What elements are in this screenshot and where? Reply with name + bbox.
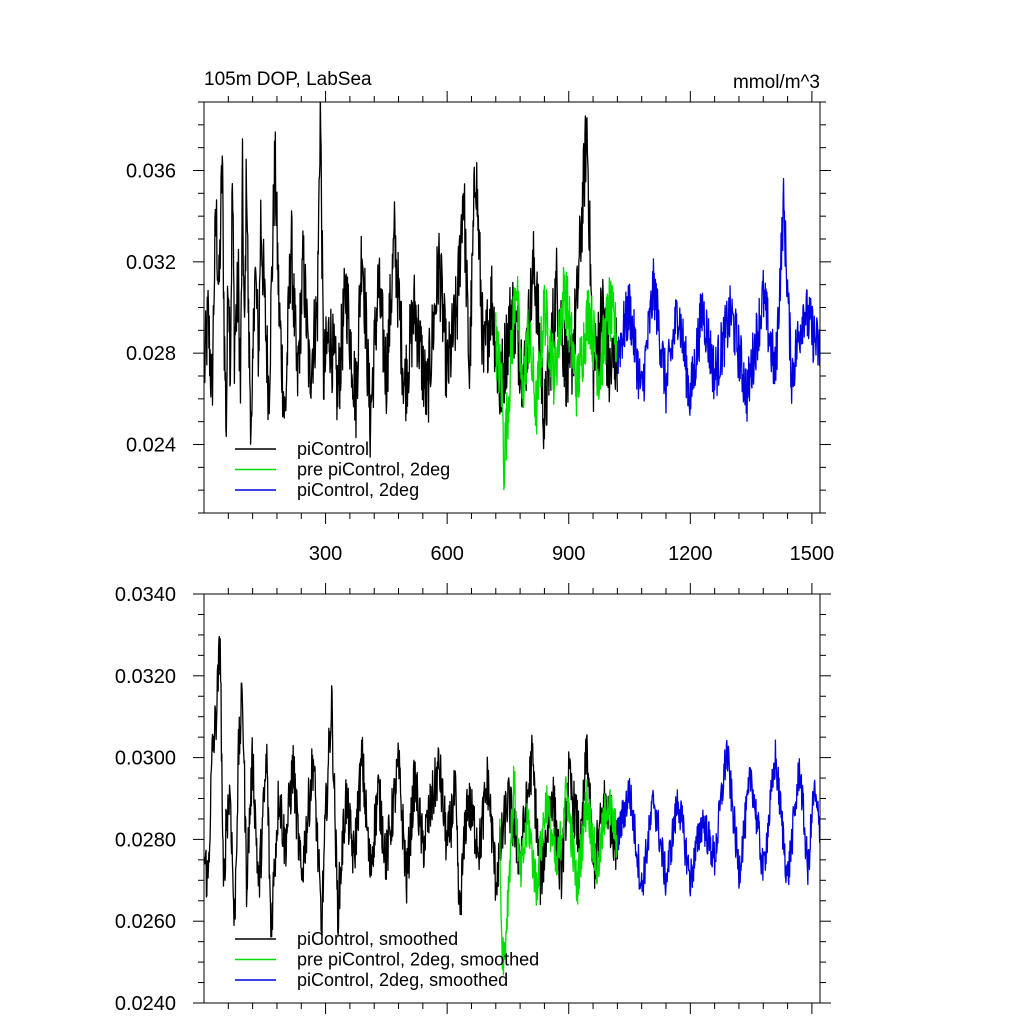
legend-label: pre piControl, 2deg, smoothed	[297, 950, 539, 970]
y-tick-label: 0.032	[126, 252, 176, 274]
legend-label: piControl, 2deg, smoothed	[297, 970, 508, 990]
y-tick-label: 0.024	[126, 435, 176, 457]
y-tick-label: 0.0280	[115, 829, 176, 851]
y-tick-label: 0.0300	[115, 748, 176, 770]
legend-label: piControl, 2deg	[297, 480, 419, 500]
x-tick-label: 1200	[668, 543, 713, 565]
series-group	[204, 102, 820, 491]
legend-label: piControl	[297, 439, 369, 459]
x-tick-label: 1500	[790, 543, 835, 565]
series-group	[204, 635, 820, 976]
x-tick-label: 300	[309, 543, 342, 565]
y-tick-label: 0.0320	[115, 666, 176, 688]
legend-label: pre piControl, 2deg	[297, 460, 450, 480]
series-line-3	[616, 178, 820, 422]
y-tick-label: 0.0260	[115, 911, 176, 933]
units-label: mmol/m^3	[733, 72, 820, 93]
series-line-1	[204, 635, 619, 945]
chart-panel-2: 0.0240 0.0260 0.0280 0.0300 0.0320 0.0340 piCo…	[115, 583, 831, 1015]
x-tick-label: 900	[552, 543, 585, 565]
y-tick-label: 0.036	[126, 161, 176, 183]
y-tick-label: 0.0240	[115, 993, 176, 1015]
series-line-2	[499, 765, 618, 976]
y-tick-label: 0.0340	[115, 584, 176, 606]
series-line-2	[495, 266, 619, 491]
chart-title: 105m DOP, LabSea	[204, 69, 372, 90]
series-line-3	[616, 739, 820, 897]
legend-label: piControl, smoothed	[297, 929, 458, 949]
chart-panel-1: 300 600 900 1200 1500 0.024 0.028 0.032 0.036 105…	[126, 69, 834, 565]
x-tick-label: 600	[430, 543, 463, 565]
y-tick-label: 0.028	[126, 343, 176, 365]
series-line-1	[204, 102, 619, 458]
